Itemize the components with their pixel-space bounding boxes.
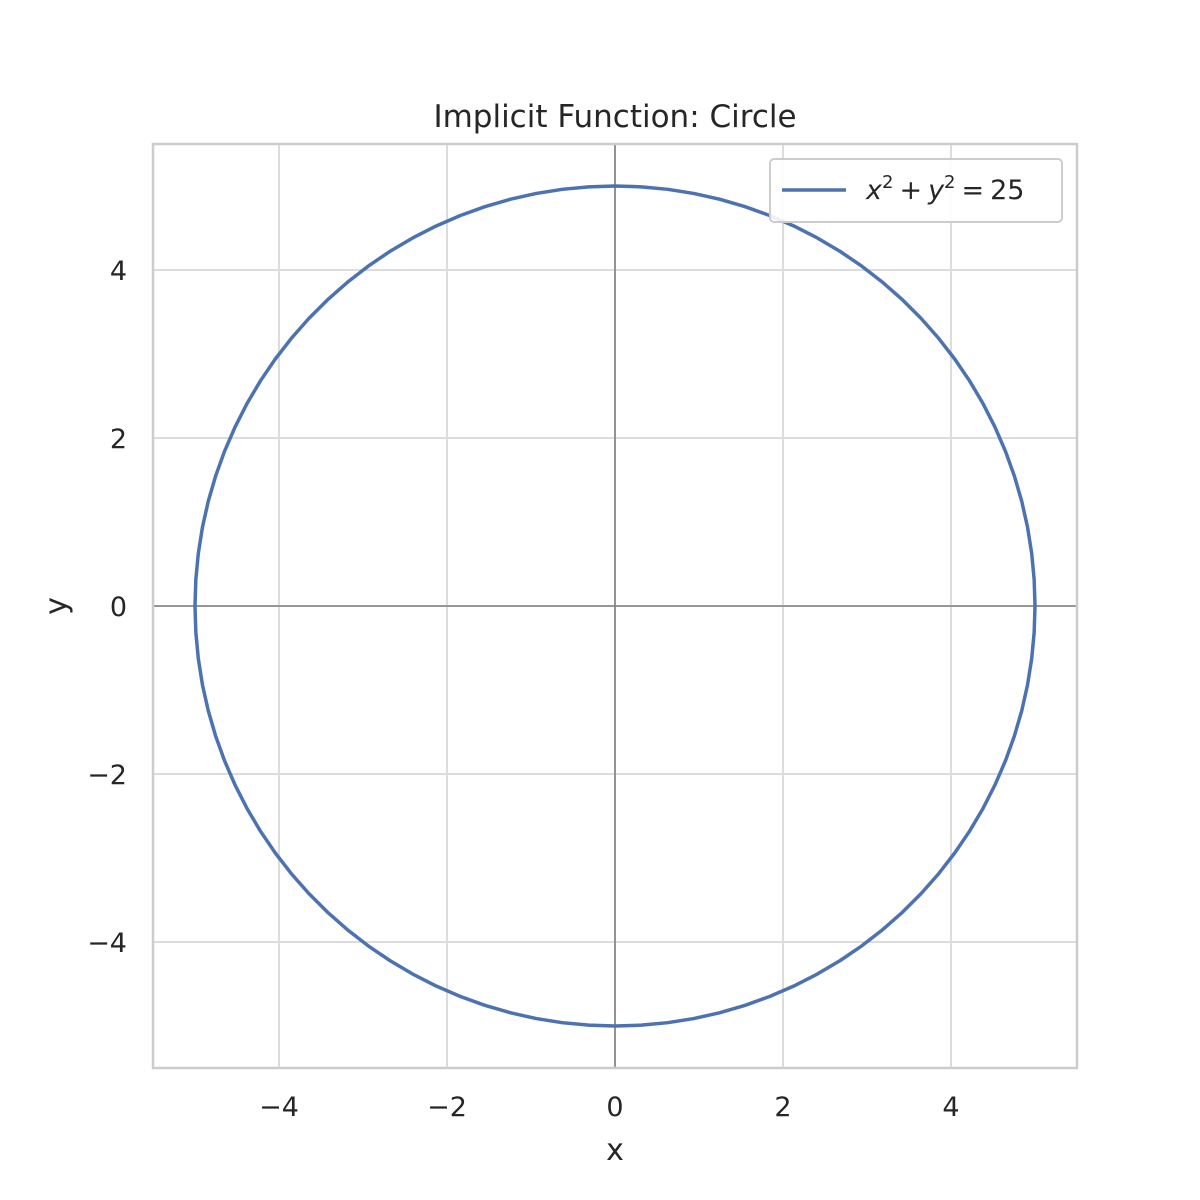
chart-title: Implicit Function: Circle xyxy=(433,99,796,135)
legend-label: x2 + y2 = 25 xyxy=(865,172,1024,206)
x-tick-labels: −4 −2 0 2 4 xyxy=(259,1092,960,1123)
reference-lines xyxy=(153,144,1077,1068)
legend-var-y: y xyxy=(927,175,945,206)
y-tick-label: 4 xyxy=(110,256,127,287)
plot-frame xyxy=(151,142,1079,1070)
x-tick-label: 0 xyxy=(606,1092,623,1123)
y-tick-label: 0 xyxy=(110,592,127,623)
legend-plus: + xyxy=(899,175,922,206)
plot-area xyxy=(151,142,1079,1070)
legend-exp-y: 2 xyxy=(944,172,955,193)
x-axis-label: x xyxy=(606,1133,624,1168)
y-tick-labels: −4 −2 0 2 4 xyxy=(87,256,127,959)
x-tick-label: 2 xyxy=(774,1092,791,1123)
y-axis-label: y xyxy=(39,597,74,615)
legend: x2 + y2 = 25 xyxy=(769,158,1063,223)
y-tick-label: −2 xyxy=(87,760,127,791)
series-line-circle xyxy=(193,184,1037,1028)
legend-equals: = xyxy=(962,175,985,206)
legend-var-x: x xyxy=(865,175,883,206)
legend-rhs: 25 xyxy=(990,175,1024,206)
series-group xyxy=(193,184,1037,1028)
x-tick-label: −2 xyxy=(427,1092,467,1123)
x-tick-label: 4 xyxy=(942,1092,959,1123)
legend-box xyxy=(769,158,1063,223)
y-tick-label: −4 xyxy=(87,928,127,959)
x-tick-label: −4 xyxy=(259,1092,299,1123)
legend-exp-x: 2 xyxy=(882,172,893,193)
y-tick-label: 2 xyxy=(110,424,127,455)
